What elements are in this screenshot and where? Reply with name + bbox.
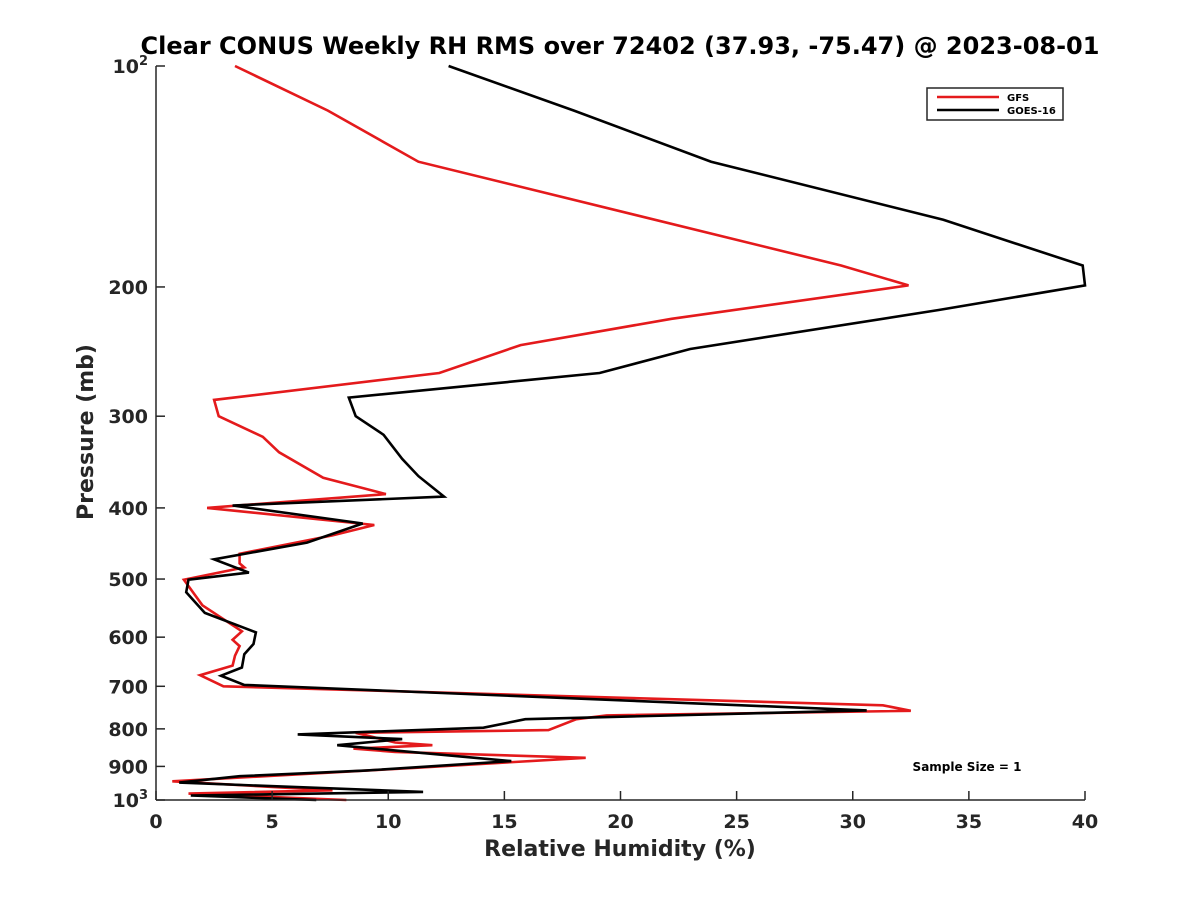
y-tick-label: 300 [108,406,148,428]
x-tick-label: 5 [266,811,279,833]
x-tick-label: 0 [149,811,162,833]
chart-title: Clear CONUS Weekly RH RMS over 72402 (37… [141,32,1100,60]
x-tick-label: 15 [491,811,517,833]
y-tick-label: 500 [108,569,148,591]
x-axis-label: Relative Humidity (%) [484,837,756,862]
y-tick-label-top: 102 [113,54,149,78]
x-tick-label: 10 [375,811,401,833]
legend: GFS GOES-16 [926,87,1064,121]
legend-label: GOES-16 [1007,106,1056,117]
x-tick-label: 35 [956,811,982,833]
legend-box [926,87,1064,121]
y-tick-label: 800 [108,719,148,741]
y-tick-label: 900 [108,756,148,778]
y-tick-label: 700 [108,676,148,698]
series-layer [172,64,1087,802]
legend-label: GFS [1007,93,1029,104]
y-axis-label: Pressure (mb) [74,344,99,520]
series-line-goes-16 [179,64,1087,802]
sample-size-annotation: Sample Size = 1 [913,760,1022,774]
y-tick-label: 400 [108,498,148,520]
y-tick-label-bottom: 103 [113,788,149,812]
x-tick-label: 20 [607,811,633,833]
y-tick-label: 600 [108,627,148,649]
x-tick-label: 40 [1072,811,1098,833]
y-tick-label: 200 [108,277,148,299]
series-line-gfs [172,64,912,802]
x-tick-label: 30 [840,811,866,833]
x-tick-label: 25 [723,811,749,833]
